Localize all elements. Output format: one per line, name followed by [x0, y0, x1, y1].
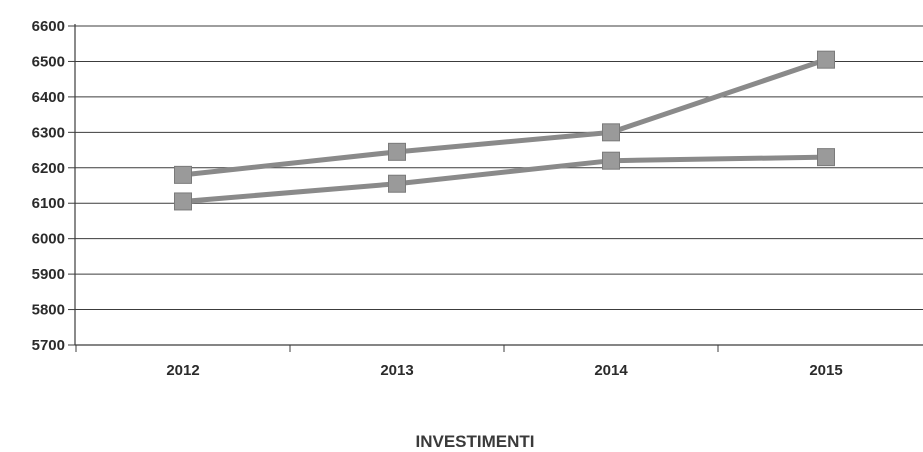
- data-point: [817, 50, 835, 69]
- y-tick-label: 5700: [32, 337, 65, 354]
- data-point: [388, 142, 406, 161]
- gridlines: [75, 25, 923, 311]
- series-line: [182, 154, 827, 204]
- y-axis-tick-labels: 6600 6500 6400 6300 6200 6100 6000 5900 5800 5700: [32, 18, 65, 354]
- data-point: [174, 192, 192, 211]
- data-point: [817, 148, 835, 167]
- y-tick-label: 6500: [32, 53, 65, 70]
- y-tick-label: 5900: [32, 266, 65, 283]
- y-tick-label: 5800: [32, 302, 65, 319]
- data-point: [388, 174, 406, 193]
- y-tick-label: 6100: [32, 195, 65, 212]
- x-tick-label: 2012: [166, 362, 199, 379]
- y-tick-label: 6200: [32, 160, 65, 177]
- series-group: [174, 50, 835, 211]
- series-line: [182, 57, 827, 178]
- x-tick-label: 2014: [594, 362, 628, 379]
- data-point: [602, 151, 620, 170]
- series-2: [174, 148, 835, 211]
- data-point: [174, 165, 192, 184]
- y-tick-label: 6300: [32, 124, 65, 141]
- x-axis-title: INVESTIMENTI: [415, 432, 534, 451]
- x-tick-label: 2013: [380, 362, 413, 379]
- y-tick-label: 6000: [32, 231, 65, 248]
- data-point: [602, 123, 620, 142]
- x-axis-tick-labels: 2012 2013 2014 2015: [166, 362, 842, 379]
- axes: [68, 24, 923, 352]
- y-tick-label: 6400: [32, 89, 65, 106]
- y-tick-label: 6600: [32, 18, 65, 35]
- series-1: [174, 50, 835, 184]
- x-tick-label: 2015: [809, 362, 842, 379]
